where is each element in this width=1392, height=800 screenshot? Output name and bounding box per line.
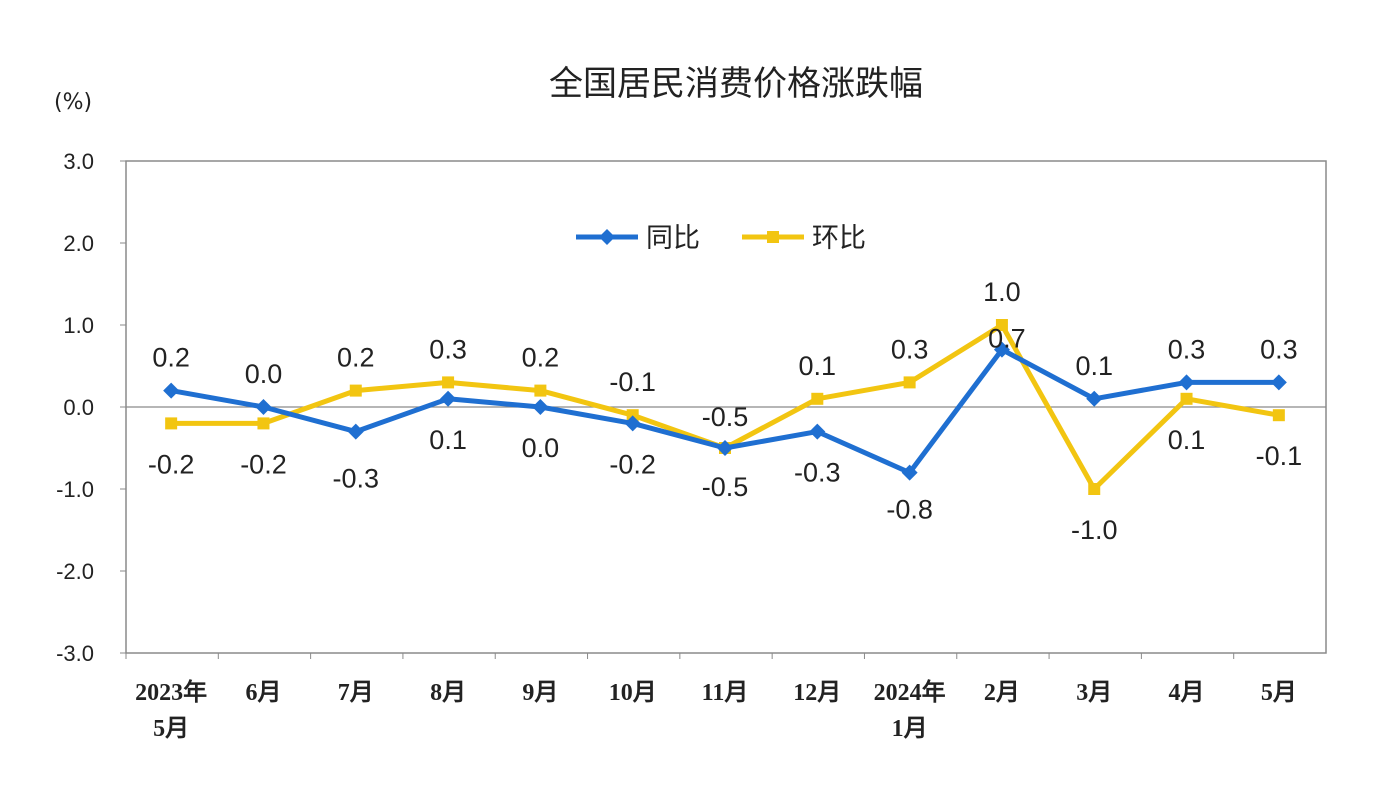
data-point-yoy bbox=[163, 382, 180, 399]
data-label-yoy: -0.3 bbox=[333, 464, 380, 494]
data-label-mom: 0.2 bbox=[522, 343, 560, 373]
data-point-yoy bbox=[532, 399, 549, 415]
data-point-yoy bbox=[440, 390, 457, 407]
data-label-yoy: 0.7 bbox=[988, 324, 1026, 354]
y-axis: 3.0 2.0 1.0 0.0 -1.0 -2.0 -3.0 bbox=[56, 149, 126, 666]
y-tick-label: -1.0 bbox=[56, 477, 94, 502]
legend-marker bbox=[599, 229, 615, 245]
x-tick-label: 9月 bbox=[522, 680, 558, 706]
unit-label: (%) bbox=[54, 90, 93, 115]
x-tick-label: 5月 bbox=[1261, 680, 1297, 706]
x-tick-label: 3月 bbox=[1076, 680, 1112, 706]
x-tick-label: 2024年 bbox=[874, 678, 946, 706]
data-label-mom: 0.3 bbox=[891, 334, 929, 364]
x-tick-label: 2月 bbox=[984, 680, 1020, 706]
data-point-mom bbox=[811, 392, 824, 405]
data-point-yoy bbox=[901, 464, 918, 481]
data-label-mom: -0.2 bbox=[240, 449, 287, 479]
x-tick-label: 4月 bbox=[1169, 680, 1205, 706]
y-tick-label: 0.0 bbox=[63, 395, 94, 420]
x-tick-label: 10月 bbox=[609, 680, 657, 706]
x-tick-label: 5月 bbox=[153, 716, 189, 742]
x-axis: 2023年 5月 6月 7月 8月 9月 10月 11月 12月 2024年 1月 2月 3月 4月 5月 bbox=[125, 653, 1297, 742]
data-point-yoy bbox=[347, 423, 364, 440]
data-point-mom bbox=[1088, 483, 1101, 495]
data-label-mom: 0.3 bbox=[429, 334, 467, 364]
data-point-mom bbox=[995, 319, 1008, 331]
data-point-mom bbox=[903, 376, 916, 389]
data-point-mom bbox=[442, 376, 455, 389]
x-tick-label: 1月 bbox=[892, 716, 928, 742]
x-tick-label: 2023年 bbox=[135, 678, 207, 706]
legend-label: 同比 bbox=[646, 223, 700, 254]
data-labels: 0.2 0.0 -0.3 0.1 0.0 -0.2 -0.5 -0.3 -0.8 0.7 0.1 0.… bbox=[148, 277, 1302, 545]
legend-marker bbox=[767, 231, 779, 243]
data-label-mom: -0.5 bbox=[702, 472, 749, 502]
data-label-mom: 1.0 bbox=[983, 277, 1021, 307]
y-tick-label: 1.0 bbox=[63, 313, 94, 338]
data-label-mom: 0.1 bbox=[1168, 425, 1206, 455]
data-label-yoy: 0.3 bbox=[1168, 334, 1206, 364]
data-label-yoy: -0.8 bbox=[886, 495, 933, 525]
chart-title: 全国居民消费价格涨跌幅 bbox=[549, 64, 923, 104]
data-label-mom: -0.1 bbox=[609, 367, 656, 397]
data-label-yoy: -0.2 bbox=[609, 449, 656, 479]
legend-label: 环比 bbox=[812, 223, 866, 254]
y-tick-label: 2.0 bbox=[63, 231, 94, 256]
data-point-mom bbox=[257, 417, 270, 430]
data-label-mom: -0.1 bbox=[1256, 441, 1303, 471]
data-label-yoy: 0.3 bbox=[1260, 334, 1298, 364]
data-point-mom bbox=[349, 384, 362, 397]
data-point-mom bbox=[1272, 409, 1285, 422]
data-label-yoy: 0.1 bbox=[1075, 351, 1113, 381]
legend: 同比 环比 bbox=[576, 223, 866, 254]
data-point-yoy bbox=[624, 415, 641, 432]
x-tick-label: 8月 bbox=[430, 680, 466, 706]
data-label-yoy: 0.1 bbox=[429, 425, 467, 455]
data-point-yoy bbox=[809, 423, 826, 440]
data-label-yoy: 0.0 bbox=[245, 359, 283, 389]
x-tick-label: 6月 bbox=[245, 680, 281, 706]
y-tick-label: -2.0 bbox=[56, 559, 94, 584]
data-label-mom: 0.1 bbox=[799, 351, 837, 381]
data-point-mom bbox=[534, 384, 547, 397]
x-tick-label: 7月 bbox=[338, 680, 374, 706]
data-label-mom: -1.0 bbox=[1071, 515, 1118, 545]
data-label-yoy: -0.3 bbox=[794, 458, 841, 488]
data-point-mom bbox=[1180, 392, 1193, 405]
data-label-mom: 0.2 bbox=[337, 343, 375, 373]
data-point-yoy bbox=[993, 341, 1010, 358]
data-point-yoy bbox=[1178, 374, 1195, 391]
x-tick-label: 11月 bbox=[702, 680, 749, 706]
data-label-yoy: 0.2 bbox=[152, 343, 190, 373]
data-point-yoy bbox=[1270, 374, 1287, 391]
data-label-yoy: -0.5 bbox=[702, 402, 749, 432]
data-label-yoy: 0.0 bbox=[522, 433, 560, 463]
data-point-yoy bbox=[255, 399, 272, 415]
data-point-yoy bbox=[717, 440, 733, 456]
data-point-yoy bbox=[1086, 390, 1103, 407]
y-tick-label: -3.0 bbox=[56, 641, 94, 666]
y-tick-label: 3.0 bbox=[63, 149, 94, 174]
data-label-mom: -0.2 bbox=[148, 449, 195, 479]
data-point-mom bbox=[165, 417, 178, 430]
x-tick-label: 12月 bbox=[793, 680, 841, 706]
series-group bbox=[163, 319, 1287, 495]
data-point-mom bbox=[626, 409, 639, 422]
